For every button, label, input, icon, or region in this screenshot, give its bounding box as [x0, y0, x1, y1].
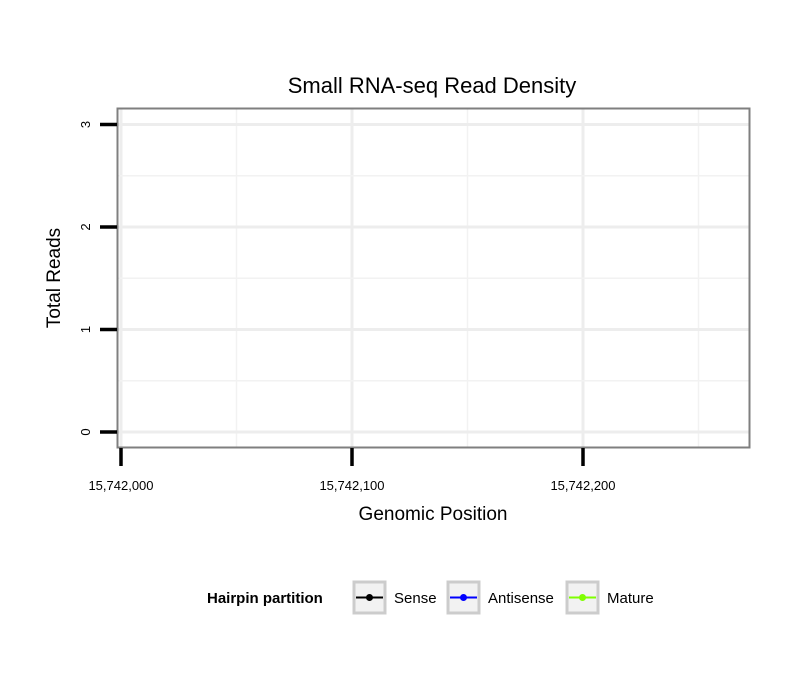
legend-key-dot: [579, 594, 586, 601]
y-tick-label: 1: [78, 326, 93, 333]
x-axis-title: Genomic Position: [359, 504, 508, 525]
x-tick-label: 15,742,100: [319, 478, 384, 493]
x-axis: 15,742,000 15,742,100 15,742,200: [88, 448, 616, 493]
y-tick-label: 3: [78, 121, 93, 128]
x-tick-label: 15,742,200: [550, 478, 615, 493]
y-tick-label: 2: [78, 223, 93, 230]
legend-label: Sense: [394, 590, 437, 607]
legend-label: Antisense: [488, 590, 554, 607]
legend: Hairpin partition Sense Antisense Mature: [207, 580, 654, 615]
x-tick-label: 15,742,000: [88, 478, 153, 493]
legend-key-dot: [366, 594, 373, 601]
y-tick-label: 0: [78, 428, 93, 435]
y-axis: 0 1 2 3: [78, 121, 117, 436]
legend-label: Mature: [607, 590, 654, 607]
legend-title: Hairpin partition: [207, 590, 323, 607]
y-axis-title: Total Reads: [44, 228, 65, 328]
chart-title: Small RNA-seq Read Density: [288, 73, 577, 98]
legend-key-dot: [460, 594, 467, 601]
plot-panel-border: [116, 107, 751, 449]
grid: [118, 109, 749, 447]
